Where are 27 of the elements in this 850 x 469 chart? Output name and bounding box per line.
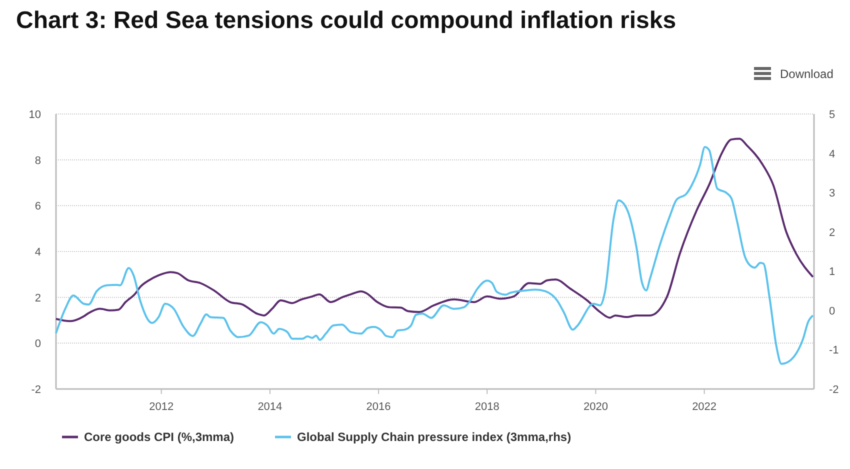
y-tick-label: -2 [31,384,41,396]
y2-tick-label: -2 [829,384,839,396]
x-tick-label: 2018 [474,401,500,413]
y-tick-label: 6 [34,200,41,213]
text: Download [780,67,834,81]
line-series [55,146,814,365]
y-tick-label: 4 [34,246,41,258]
x-tick-label: 2014 [258,401,282,413]
x-tick-label: 2022 [692,401,717,413]
y2-tick-label: 5 [829,109,836,121]
x-tick-label: 2012 [149,401,174,413]
y2-tick-label: 3 [829,188,836,200]
y2-tick-label: -1 [829,344,839,357]
y-tick-label: 2 [34,292,41,304]
line-series [55,138,814,322]
y2-tick-label: 4 [829,148,836,160]
y2-tick-label: 2 [829,226,836,239]
x-tick-label: 2020 [583,401,608,413]
y-tick-label: 8 [34,154,41,167]
legend-label: Core goods CPI (%,3mma) [84,430,234,444]
y2-tick-label: 1 [829,266,836,278]
y-tick-label: 10 [28,109,41,121]
legend-label: Global Supply Chain pressure index (3mma,rhs) [297,430,572,444]
x-tick-label: 2016 [366,401,391,413]
chart-title: Chart 3: Red Sea tensions could compound inflation risks [16,7,676,34]
y2-tick-label: 0 [829,305,836,318]
y-tick-label: 0 [34,338,41,350]
